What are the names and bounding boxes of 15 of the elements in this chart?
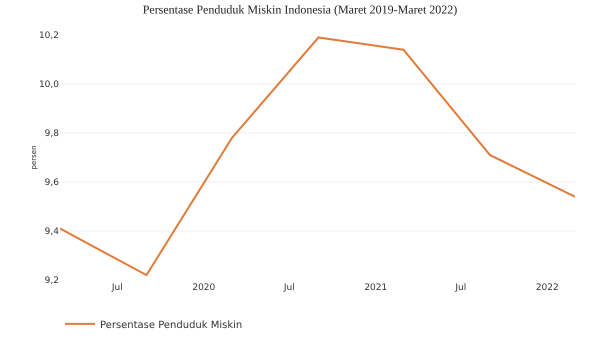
chart-title: Persentase Penduduk Miskin Indonesia (Maret 2019-Maret 2022) <box>142 2 458 17</box>
x-tick-label: 2020 <box>192 283 216 293</box>
line-series <box>60 36 575 276</box>
y-tick-label: 10,0 <box>38 80 60 90</box>
y-tick-label: 9,4 <box>44 227 60 238</box>
x-tick-label: Jul <box>454 283 466 293</box>
y-tick-label: 9,2 <box>44 276 59 286</box>
x-tick-label: Jul <box>282 283 295 293</box>
x-tick-label: Jul <box>110 283 123 293</box>
y-tick-label: 9,8 <box>44 129 60 140</box>
y-tick-label: 10,2 <box>38 31 59 42</box>
x-tick-label: 2021 <box>364 283 388 293</box>
legend-label: Persentase Penduduk Miskin <box>100 320 242 331</box>
x-tick-label: 2022 <box>536 283 559 293</box>
y-tick-label: 9,6 <box>44 178 60 188</box>
